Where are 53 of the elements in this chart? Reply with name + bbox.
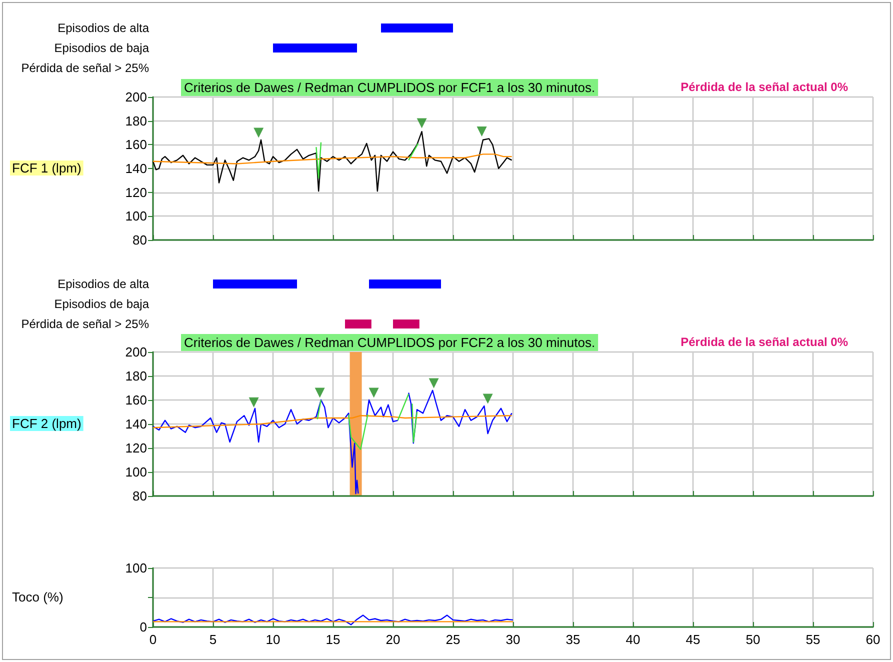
y-tick-label: 140 [125, 161, 147, 176]
point [368, 388, 379, 398]
y-tick-label: 100 [125, 208, 147, 224]
y-tick-label: 80 [132, 232, 147, 248]
point [314, 388, 325, 398]
y-axis-title: Toco (%) [12, 590, 64, 604]
x-tick-label: 15 [326, 632, 340, 647]
y-tick-label: Episodios de alta [58, 21, 150, 35]
x-tick-label: 10 [266, 632, 280, 647]
x-tick-label: 30 [506, 632, 520, 647]
y-tick-label: 200 [125, 344, 147, 360]
text: Criterios de Dawes / Redman CUMPLIDOS por FCF1 a los 30 minutos. [184, 80, 596, 95]
line-series [152, 614, 514, 626]
y-tick-label: 160 [125, 392, 147, 408]
y-tick-label: 180 [125, 368, 147, 384]
y-axis-title: FCF 2 (lpm) [12, 416, 82, 431]
y-tick-label: 100 [125, 464, 147, 480]
line-series [152, 130, 512, 192]
x-tick-label: 35 [566, 632, 580, 647]
point [416, 118, 427, 128]
x-tick-label: 55 [806, 632, 820, 647]
y-tick-label: Pérdida de señal > 25% [21, 61, 150, 75]
y-axis-title: FCF 1 (lpm) [12, 160, 82, 176]
y-tick-label: 120 [125, 440, 147, 456]
y-tick-label: Episodios de baja [54, 41, 150, 55]
text: Criterios de Dawes / Redman CUMPLIDOS por FCF2 a los 30 minutos. [184, 335, 596, 350]
y-tick-label: 160 [125, 137, 147, 152]
text: Pérdida de la señal actual 0% [680, 80, 848, 94]
y-tick-label: 100 [125, 560, 147, 576]
line-series [152, 154, 512, 164]
x-tick-label: 50 [746, 632, 760, 647]
y-tick-label: Pérdida de señal > 25% [21, 317, 150, 331]
point [248, 397, 259, 408]
point [254, 128, 264, 138]
y-tick-label: 180 [125, 113, 147, 128]
y-tick-label: Episodios de alta [58, 277, 150, 291]
text: Pérdida de la señal actual 0% [680, 335, 848, 349]
x-tick-label: 45 [686, 632, 700, 647]
y-tick-label: 0 [140, 620, 147, 634]
x-tick-label: 20 [386, 632, 400, 647]
x-tick-label: 40 [626, 632, 640, 647]
x-tick-label: 5 [209, 632, 217, 647]
point [428, 378, 439, 388]
x-tick-label: 25 [446, 632, 460, 647]
y-tick-label: 80 [132, 488, 147, 504]
x-tick-label: 60 [866, 632, 880, 647]
point [476, 126, 487, 137]
y-tick-label: Episodios de baja [54, 297, 150, 311]
y-tick-label: 120 [125, 184, 147, 200]
y-tick-label: 140 [125, 416, 147, 432]
y-tick-label: 200 [125, 90, 147, 104]
point [482, 394, 493, 404]
line-series [152, 415, 512, 428]
